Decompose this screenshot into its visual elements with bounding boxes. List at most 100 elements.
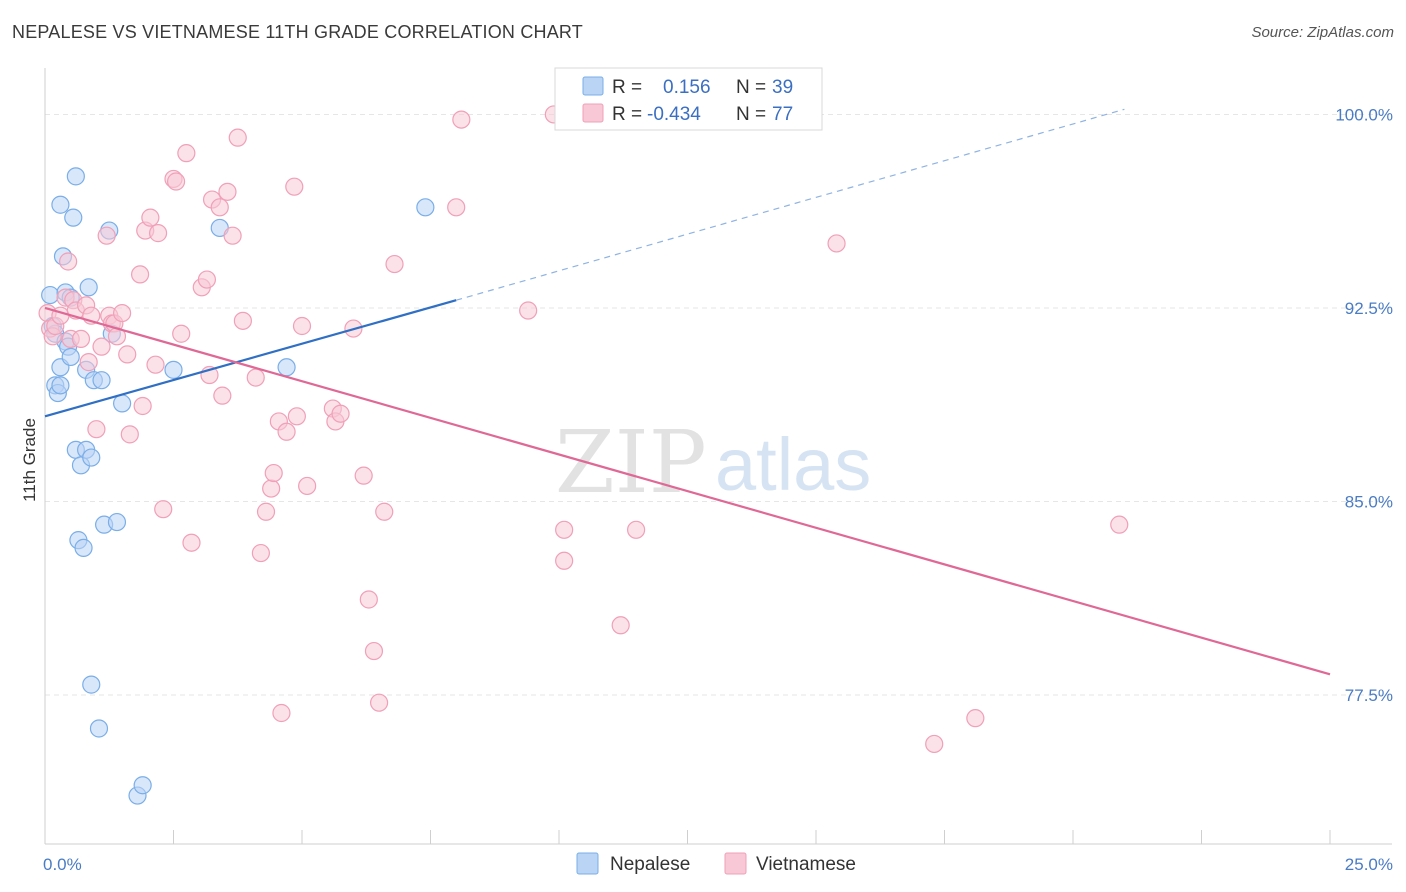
point-vietnamese <box>87 420 106 439</box>
point-vietnamese <box>447 198 466 217</box>
point-vietnamese <box>172 324 191 343</box>
point-vietnamese <box>233 311 252 330</box>
legend-n-vietnamese: 77 <box>772 104 793 125</box>
tick-labels: 100.0% 92.5% 85.0% 77.5% 0.0% 25.0% <box>43 105 1393 874</box>
point-vietnamese <box>359 590 378 609</box>
point-nepalese <box>51 376 70 395</box>
point-vietnamese <box>120 425 139 444</box>
y-axis-title: 11th Grade <box>20 418 39 502</box>
point-vietnamese <box>264 463 283 483</box>
chart-title: NEPALESE VS VIETNAMESE 11TH GRADE CORREL… <box>12 22 583 42</box>
point-vietnamese <box>256 502 276 521</box>
point-vietnamese <box>331 404 350 423</box>
point-vietnamese <box>925 734 944 754</box>
point-vietnamese <box>218 182 237 201</box>
x-tick-label: 25.0% <box>1345 855 1393 874</box>
legend-n-label: N = <box>736 77 766 98</box>
point-nepalese <box>51 195 70 214</box>
point-vietnamese <box>210 198 229 217</box>
point-vietnamese <box>97 226 116 245</box>
point-vietnamese <box>251 543 270 563</box>
point-vietnamese <box>364 641 384 661</box>
legend-r-vietnamese: -0.434 <box>647 104 701 125</box>
point-vietnamese <box>177 144 196 163</box>
point-vietnamese <box>148 224 168 243</box>
legend-r-label: R = <box>612 104 642 125</box>
point-nepalese <box>164 360 183 379</box>
point-vietnamese <box>59 252 78 271</box>
point-vietnamese <box>262 479 281 498</box>
point-vietnamese <box>555 520 574 539</box>
point-vietnamese <box>223 226 242 245</box>
trend-line-nepalese <box>44 299 457 418</box>
point-vietnamese <box>272 703 291 723</box>
point-vietnamese <box>292 316 312 336</box>
bottom-legend-swatch-nepalese <box>576 852 599 875</box>
legend-swatch-nepalese <box>582 76 604 96</box>
bottom-legend-nepalese: Nepalese <box>610 854 690 875</box>
legend-r-nepalese: 0.156 <box>663 77 711 98</box>
point-vietnamese <box>166 172 186 191</box>
point-vietnamese <box>92 337 111 356</box>
point-vietnamese <box>452 110 471 129</box>
point-nepalese <box>277 358 296 377</box>
point-vietnamese <box>370 693 389 712</box>
point-vietnamese <box>154 500 173 519</box>
x-tick-label: 0.0% <box>43 855 82 874</box>
trend-line-vietnamese <box>44 306 1331 676</box>
point-vietnamese <box>827 234 846 253</box>
point-vietnamese <box>298 476 317 496</box>
point-vietnamese <box>519 301 538 320</box>
bottom-legend: Nepalese Vietnamese <box>576 852 856 875</box>
watermark-atlas: atlas <box>715 423 871 506</box>
point-nepalese <box>79 278 98 297</box>
y-tick-label: 92.5% <box>1345 299 1393 318</box>
point-nepalese <box>64 208 83 227</box>
point-nepalese <box>133 776 152 795</box>
point-vietnamese <box>555 551 574 570</box>
point-nepalese <box>416 198 435 217</box>
point-vietnamese <box>246 368 265 387</box>
point-vietnamese <box>966 709 985 728</box>
legend-swatch-vietnamese <box>582 103 604 123</box>
y-tick-label: 77.5% <box>1345 686 1393 705</box>
watermark-zip: ZIP <box>555 413 707 513</box>
point-vietnamese <box>130 265 150 284</box>
point-nepalese <box>112 394 132 413</box>
point-vietnamese <box>213 386 232 405</box>
grid-lines <box>45 113 1390 696</box>
y-tick-label: 100.0% <box>1335 105 1393 124</box>
point-nepalese <box>41 285 60 305</box>
y-tick-label: 85.0% <box>1345 492 1393 511</box>
point-nepalese <box>107 512 127 532</box>
point-vietnamese <box>118 345 137 364</box>
point-vietnamese <box>228 128 247 147</box>
point-vietnamese <box>287 407 306 426</box>
point-vietnamese <box>626 520 646 539</box>
point-nepalese <box>82 675 101 694</box>
point-vietnamese <box>133 396 152 416</box>
trend-line-nepalese-extension <box>456 108 1125 301</box>
point-nepalese <box>89 719 109 738</box>
point-nepalese <box>61 347 80 367</box>
point-vietnamese <box>146 355 165 374</box>
bottom-legend-vietnamese: Vietnamese <box>756 854 856 875</box>
trend-lines <box>44 108 1331 676</box>
point-vietnamese <box>182 533 201 552</box>
point-vietnamese <box>385 254 404 274</box>
legend-box: R = 0.156 N = 39 R = -0.434 N = 77 <box>554 67 823 131</box>
point-vietnamese <box>71 329 91 348</box>
point-vietnamese <box>79 353 98 372</box>
axes <box>44 68 1392 845</box>
point-vietnamese <box>285 177 304 196</box>
point-vietnamese <box>112 304 132 323</box>
point-nepalese <box>92 371 111 390</box>
bottom-legend-swatch-vietnamese <box>724 852 747 875</box>
watermark: ZIP atlas <box>555 413 871 513</box>
scatter-points <box>38 105 1129 805</box>
point-vietnamese <box>277 422 296 441</box>
legend-r-label: R = <box>612 77 642 98</box>
point-vietnamese <box>354 466 373 485</box>
point-vietnamese <box>197 270 217 289</box>
